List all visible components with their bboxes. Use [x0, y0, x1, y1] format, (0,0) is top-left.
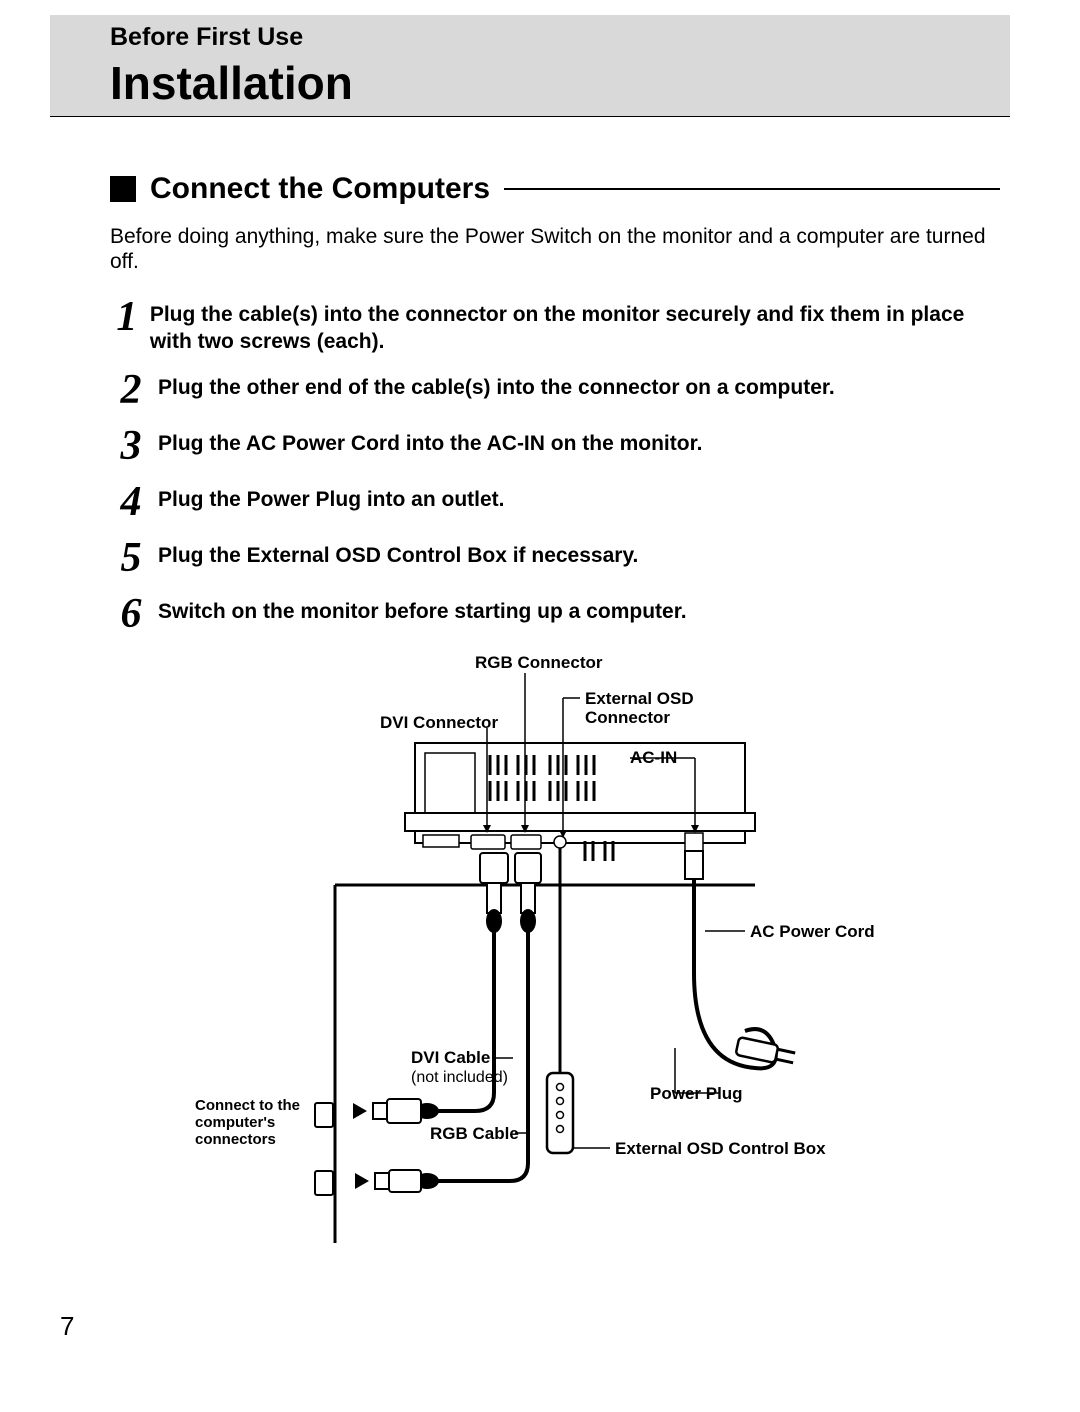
step-text: Plug the Power Plug into an outlet. [158, 481, 505, 513]
step-number: 2 [110, 369, 152, 411]
section-title: Connect the Computers [150, 172, 490, 206]
page-number: 7 [60, 1311, 74, 1342]
step-number: 5 [110, 537, 152, 579]
label-ac-power-cord: AC Power Cord [750, 922, 875, 942]
step-text: Plug the External OSD Control Box if nec… [158, 537, 638, 569]
content: Connect the Computers Before doing anyth… [0, 117, 1080, 1248]
section-heading: Connect the Computers [110, 172, 1000, 206]
step-1: 1 Plug the cable(s) into the connector o… [110, 296, 1000, 355]
step-text: Plug the cable(s) into the connector on … [150, 296, 1000, 355]
label-external-osd-connector: External OSD Connector [585, 689, 694, 728]
label-dvi-connector: DVI Connector [380, 713, 498, 733]
section-intro: Before doing anything, make sure the Pow… [110, 224, 1000, 274]
step-number: 3 [110, 425, 152, 467]
step-6: 6 Switch on the monitor before starting … [110, 593, 1000, 635]
step-5: 5 Plug the External OSD Control Box if n… [110, 537, 1000, 579]
section-bullet-icon [110, 176, 136, 202]
step-text: Plug the other end of the cable(s) into … [158, 369, 835, 401]
diagram-svg [215, 653, 895, 1248]
label-ac-in: AC-IN [630, 748, 677, 768]
label-power-plug: Power Plug [650, 1084, 743, 1104]
label-rgb-cable: RGB Cable [430, 1124, 519, 1144]
step-4: 4 Plug the Power Plug into an outlet. [110, 481, 1000, 523]
step-number: 4 [110, 481, 152, 523]
label-dvi-cable: DVI Cable (not included) [411, 1048, 508, 1088]
step-text: Plug the AC Power Cord into the AC-IN on… [158, 425, 702, 457]
label-connect-computer: Connect to the computer's connectors [195, 1097, 300, 1149]
connection-diagram: RGB Connector DVI Connector External OSD… [215, 653, 895, 1248]
step-2: 2 Plug the other end of the cable(s) int… [110, 369, 1000, 411]
header-kicker: Before First Use [110, 23, 1010, 52]
header-title: Installation [110, 56, 1010, 110]
step-number: 1 [110, 296, 144, 338]
step-3: 3 Plug the AC Power Cord into the AC-IN … [110, 425, 1000, 467]
label-external-osd-box: External OSD Control Box [615, 1139, 826, 1159]
header-band: Before First Use Installation [50, 15, 1010, 117]
label-rgb-connector: RGB Connector [475, 653, 603, 673]
step-number: 6 [110, 593, 152, 635]
section-rule [504, 188, 1000, 190]
step-text: Switch on the monitor before starting up… [158, 593, 687, 625]
